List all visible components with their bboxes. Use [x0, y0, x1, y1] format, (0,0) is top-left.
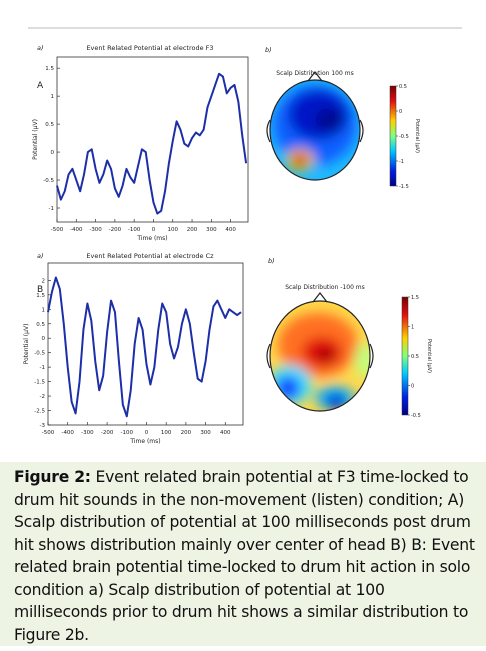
y-tick-label: 1 — [42, 307, 46, 313]
colorbar-tick-label: -1 — [399, 159, 404, 165]
panel-label: a) — [37, 44, 44, 52]
y-tick-label: 2 — [42, 278, 46, 284]
x-tick-label: -200 — [101, 430, 114, 436]
x-tick-label: 200 — [187, 227, 198, 233]
colorbar-label: Potential (µV) — [414, 119, 420, 153]
colorbar-label: Potential (µV) — [426, 339, 432, 373]
x-tick-label: 400 — [225, 227, 236, 233]
colorbar-tick-label: 1.5 — [411, 295, 419, 301]
x-tick-label: -100 — [121, 430, 134, 436]
x-tick-label: 300 — [200, 430, 211, 436]
y-tick-label: -0.5 — [43, 178, 54, 184]
line — [47, 276, 242, 418]
colorbar-tick-label: 0 — [399, 109, 402, 115]
x-tick-label: -200 — [109, 227, 122, 233]
x-tick-label: 400 — [220, 430, 231, 436]
panel-label: b) — [265, 46, 272, 54]
x-tick-label: -100 — [128, 227, 141, 233]
x-tick-label: -500 — [51, 227, 64, 233]
panel-label: a) — [37, 252, 44, 260]
y-tick-label: -0.5 — [34, 351, 45, 357]
x-tick-label: -300 — [89, 227, 102, 233]
y-tick-label: 0 — [51, 150, 55, 156]
x-tick-label: 100 — [161, 430, 172, 436]
x-tick-label: -400 — [61, 430, 74, 436]
x-axis-label: Time (ms) — [136, 235, 167, 242]
y-tick-label: -2.5 — [34, 409, 45, 415]
panel-label: b) — [268, 257, 275, 265]
x-tick-label: -300 — [81, 430, 94, 436]
x-tick-label: -500 — [42, 430, 55, 436]
plot-area — [47, 262, 244, 426]
map-title: Scalp Distribution -100 ms — [285, 284, 365, 291]
y-tick-label: 0.5 — [45, 122, 54, 128]
colorbar-tick-label: 1 — [411, 325, 414, 331]
chart-title: Event Related Potential at electrode F3 — [86, 44, 213, 52]
y-tick-label: 0.5 — [36, 322, 45, 328]
y-tick-label: -2 — [40, 394, 45, 400]
x-tick-label: 200 — [181, 430, 192, 436]
scalp-map — [270, 301, 370, 411]
row-label: A — [37, 81, 44, 91]
y-tick-label: 1 — [51, 94, 55, 100]
scalp-map — [270, 80, 360, 180]
colorbar-tick-label: -1.5 — [399, 184, 409, 190]
y-tick-label: -3 — [40, 423, 46, 429]
caption: Figure 2: Event related brain potential … — [0, 462, 486, 646]
figure: Event Related Potential at electrode F3 a… — [23, 27, 462, 445]
x-tick-label: 100 — [168, 227, 179, 233]
caption-text: Event related brain potential at F3 time… — [14, 468, 475, 644]
colorbar-tick-label: 0.5 — [399, 84, 407, 90]
colorbar-tick-label: 0 — [411, 384, 414, 390]
ears — [266, 343, 374, 369]
line — [56, 72, 248, 215]
x-tick-label: 0 — [152, 227, 156, 233]
colorbar-tick-label: 0.5 — [411, 354, 419, 360]
y-axis-label: Potential (µV) — [32, 119, 39, 160]
y-tick-label: -1.5 — [34, 380, 45, 386]
y-tick-label: 1.5 — [45, 66, 54, 72]
nose — [312, 292, 328, 303]
caption-label: Figure 2: — [14, 468, 91, 486]
colorbar-tick-label: -0.5 — [411, 413, 421, 419]
nose — [307, 71, 323, 82]
ears — [266, 119, 364, 143]
map-title: Scalp Distribution 100 ms — [276, 70, 353, 77]
y-tick-label: 0 — [42, 336, 46, 342]
y-tick-label: -1 — [40, 365, 45, 371]
x-tick-label: 300 — [206, 227, 217, 233]
x-tick-label: -400 — [70, 227, 83, 233]
x-axis-label: Time (ms) — [129, 438, 160, 445]
x-tick-label: 0 — [145, 430, 149, 436]
chart-title: Event Related Potential at electrode Cz — [86, 252, 214, 260]
y-tick-label: -1 — [49, 206, 54, 212]
y-tick-label: 1.5 — [36, 293, 45, 299]
row-label: B — [37, 285, 43, 295]
colorbar — [401, 296, 409, 416]
head-outline — [269, 79, 361, 181]
head-outline — [269, 300, 371, 412]
y-axis-label: Potential (µV) — [23, 324, 30, 365]
colorbar — [389, 85, 397, 187]
colorbar-tick-label: -0.5 — [399, 134, 409, 140]
